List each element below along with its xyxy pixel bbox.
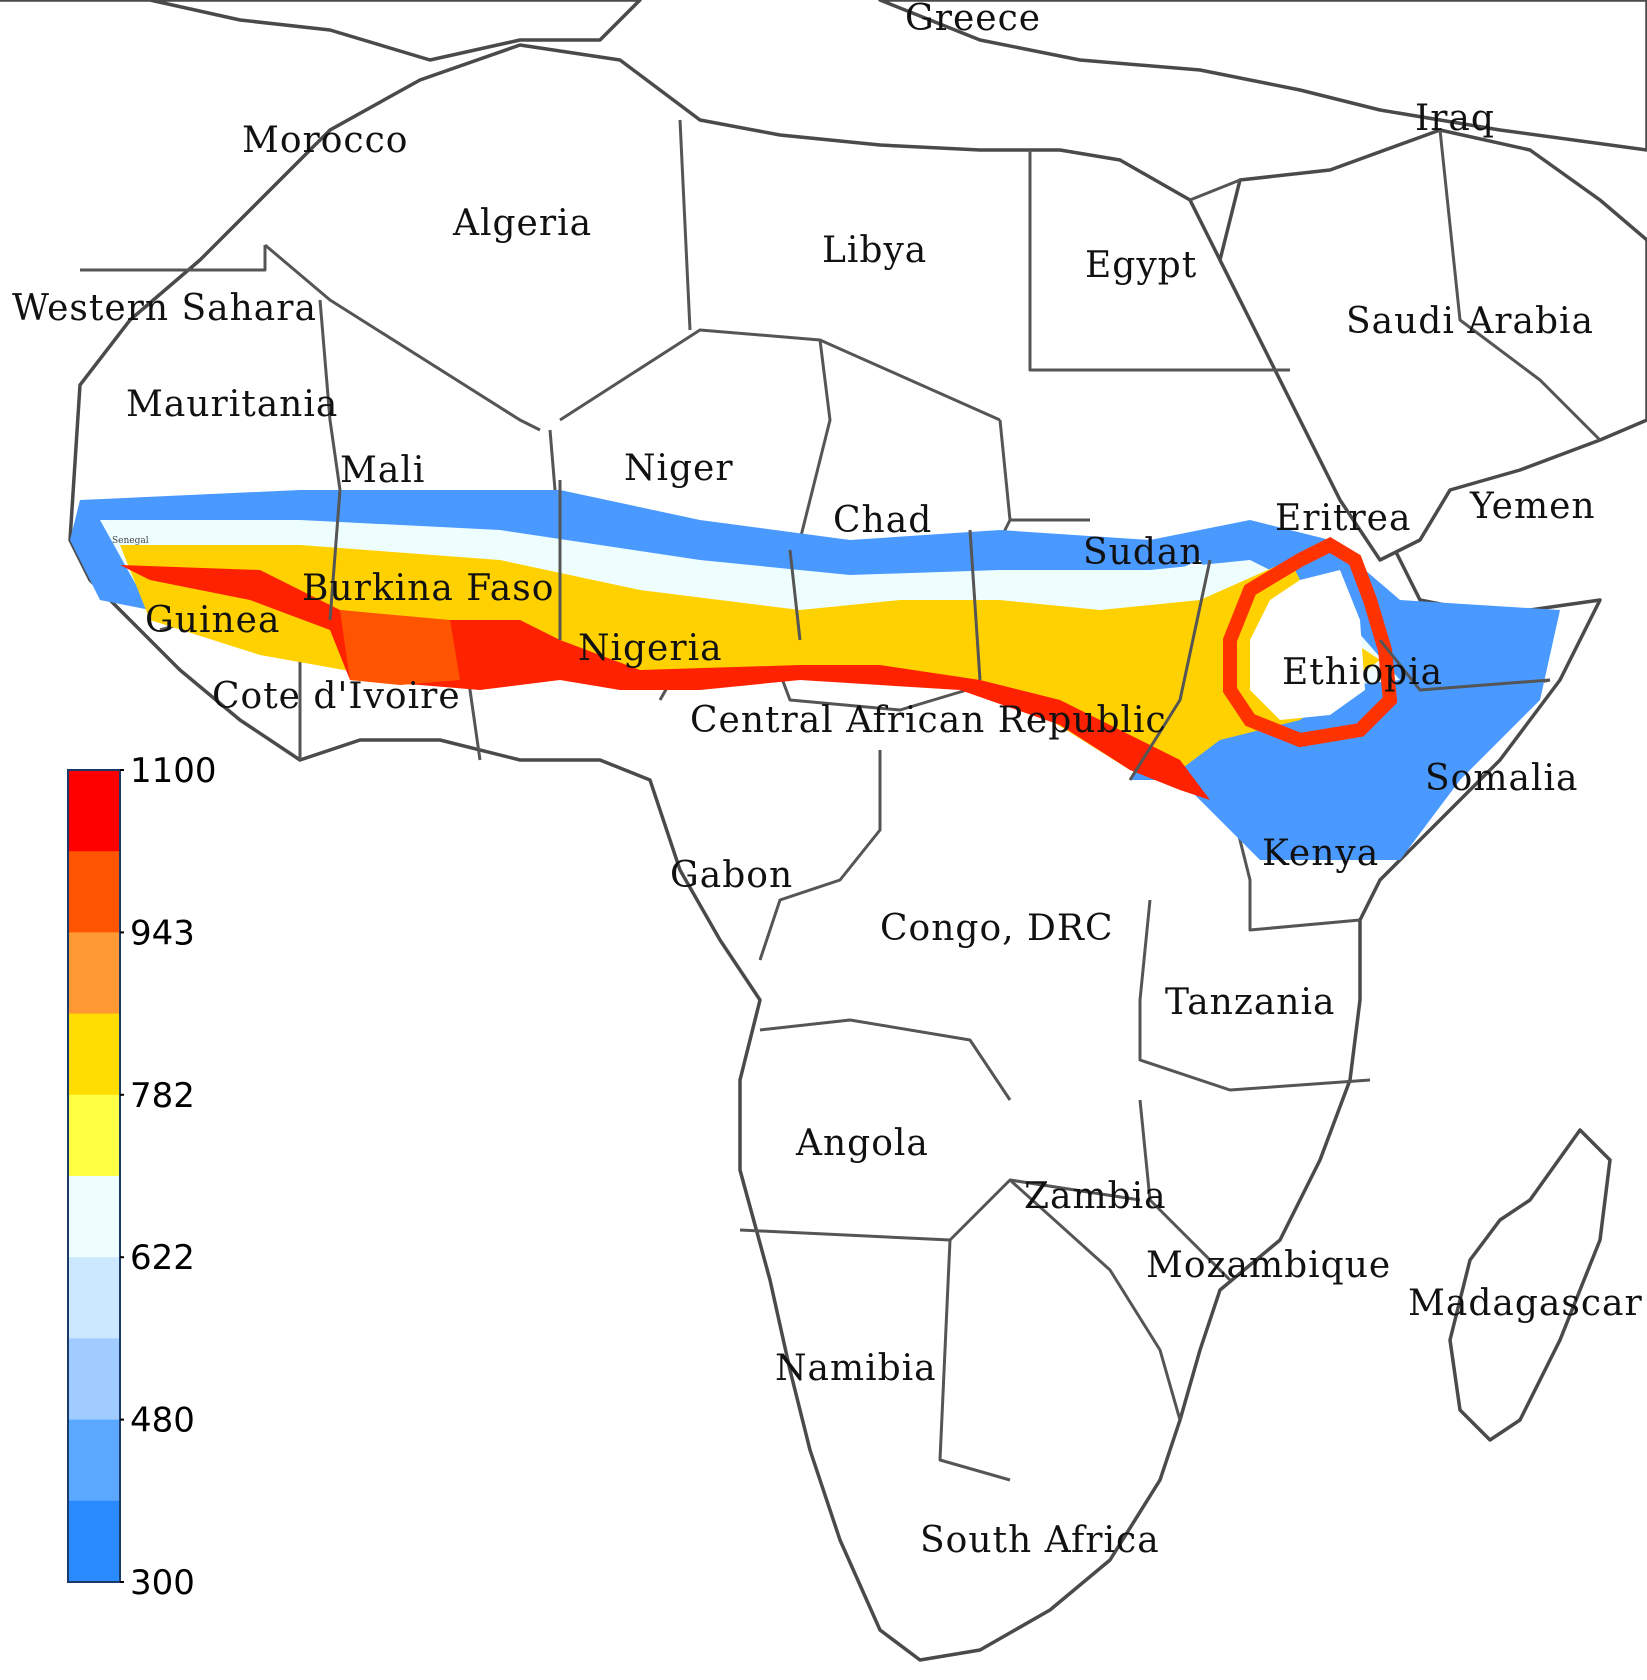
colorbar-segment [68,1338,120,1421]
label-south-africa: South Africa [920,1520,1160,1561]
label-senegal: Senegal [112,536,149,546]
colorbar-segment [68,851,120,933]
label-western-sahara: Western Sahara [12,288,317,329]
label-zambia: Zambia [1024,1176,1167,1217]
label-burkina-faso: Burkina Faso [302,568,554,609]
label-tanzania: Tanzania [1165,982,1335,1023]
colorbar-segment [68,1094,120,1177]
label-saudi-arabia: Saudi Arabia [1346,301,1594,342]
label-namibia: Namibia [775,1348,937,1389]
ethiopia-ring [1223,537,1398,748]
label-guinea: Guinea [145,600,280,641]
africa-landmass [68,43,1602,1662]
label-libya: Libya [822,230,927,271]
label-sudan: Sudan [1083,532,1204,573]
label-congo-drc: Congo, DRC [880,908,1114,949]
label-algeria: Algeria [452,203,592,244]
label-central-african-republic: Central African Republic [690,700,1167,741]
label-mauritania: Mauritania [126,384,338,425]
colorbar-tick-label: 622 [130,1238,195,1278]
colorbar-segment [68,932,120,1015]
label-morocco: Morocco [242,120,408,161]
rainfall-band [70,490,1560,860]
label-chad: Chad [833,500,932,541]
label-niger: Niger [624,448,734,489]
label-yemen: Yemen [1469,486,1596,527]
colorbar-tick-label: 943 [130,913,195,953]
label-mali: Mali [340,450,425,491]
label-iraq: Iraq [1415,98,1495,139]
europe-coast [0,0,642,62]
label-egypt: Egypt [1085,245,1197,286]
arabian-peninsula [1218,128,1647,562]
colorbar-segment [68,1176,120,1258]
label-mozambique: Mozambique [1146,1245,1391,1286]
band-orange-west [340,610,460,685]
colorbar-tick-label: 1100 [130,751,217,791]
ethiopia-highlands [1250,570,1365,720]
colorbar-segment [68,1500,120,1583]
country-labels: Greece Morocco Algeria Libya Egypt Iraq … [12,0,1643,1561]
colorbar-segment [68,770,120,852]
label-cote-divoire: Cote d'Ivoire [212,676,461,717]
label-nigeria: Nigeria [578,628,723,669]
turkey-coast [878,0,1647,152]
label-angola: Angola [795,1123,929,1164]
colorbar-frame [67,769,121,1583]
label-kenya: Kenya [1262,833,1379,874]
label-eritrea: Eritrea [1275,498,1411,539]
borders-overlay [328,480,1551,781]
label-greece: Greece [905,0,1041,39]
colorbar-tick-label: 300 [130,1563,195,1603]
label-madagascar: Madagascar [1408,1283,1643,1324]
colorbar-segment [68,1419,120,1502]
colorbar-segment [68,1257,120,1339]
label-gabon: Gabon [670,855,793,896]
madagascar [1448,1128,1612,1442]
colorbar: 1100 943 782 622 480 300 [67,751,217,1603]
colorbar-tick-label: 480 [130,1401,195,1441]
colorbar-tick-label: 782 [130,1076,195,1116]
label-somalia: Somalia [1425,758,1578,799]
colorbar-segment [68,1013,120,1096]
label-ethiopia: Ethiopia [1282,652,1443,693]
